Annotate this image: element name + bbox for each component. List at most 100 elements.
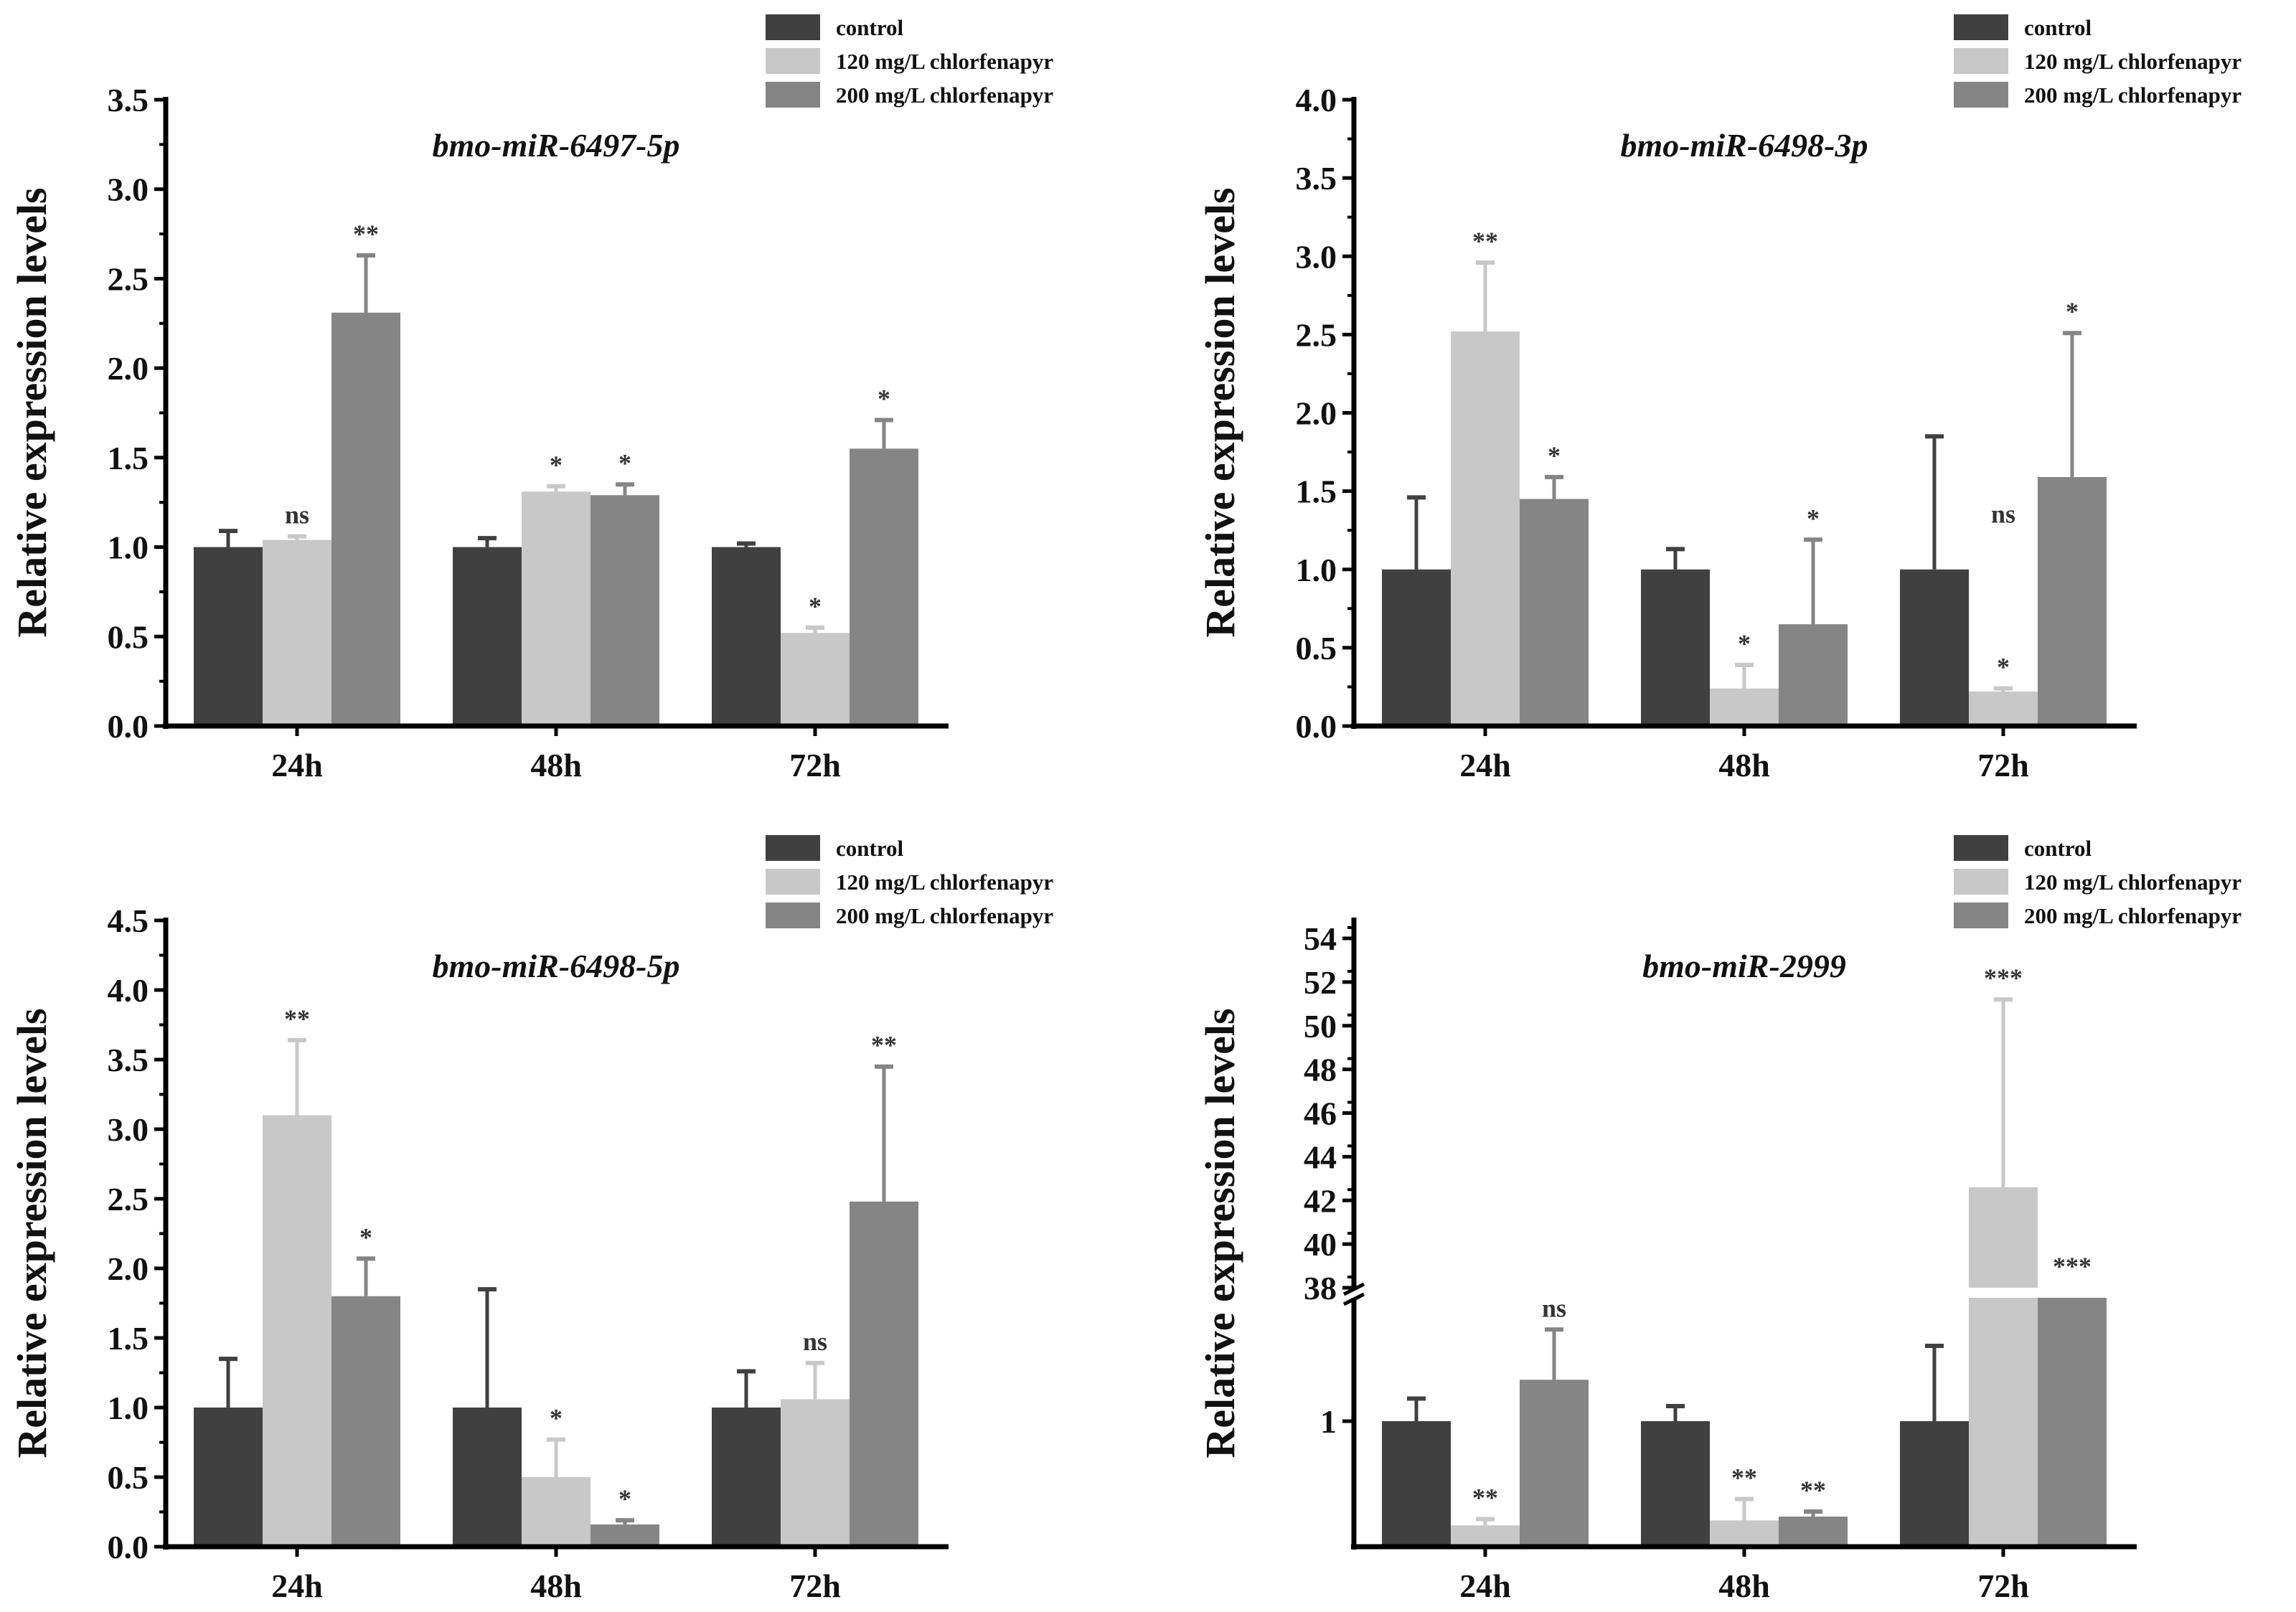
chart-title: bmo-miR-6498-5p	[433, 948, 680, 984]
legend-swatch	[766, 82, 820, 108]
bar	[194, 547, 263, 726]
bar-group	[194, 529, 263, 726]
bar	[1710, 1520, 1779, 1547]
bar	[522, 491, 591, 726]
legend-swatch	[1954, 82, 2008, 108]
legend-label: 120 mg/L chlorfenapyr	[836, 49, 1053, 74]
bar-group: *	[522, 451, 591, 726]
bar-group: *	[850, 384, 918, 726]
y-tick-label: 0.0	[108, 1529, 149, 1565]
bar	[850, 1201, 918, 1547]
bar-group: ns	[781, 1327, 850, 1547]
chart-title: bmo-miR-6498-3p	[1621, 127, 1868, 164]
y-tick-label: 1.0	[1296, 552, 1337, 588]
significance-label: *	[2066, 297, 2079, 326]
y-tick-label: 4.5	[108, 902, 149, 939]
bar-group: *	[591, 448, 659, 726]
x-tick-label: 48h	[530, 747, 582, 783]
y-tick-label: 3.0	[1296, 238, 1337, 275]
chart-title: bmo-miR-2999	[1642, 948, 1846, 984]
chart-svg: ***ns****0.00.51.01.52.02.53.03.54.04.52…	[9, 835, 1053, 1604]
bar-group	[712, 541, 781, 726]
bar-group: ***	[2038, 1252, 2107, 1547]
bar	[1641, 569, 1710, 726]
legend-swatch	[766, 869, 820, 895]
bar	[453, 547, 522, 726]
y-tick-label: 46	[1304, 1095, 1337, 1132]
bar-group	[1900, 434, 1969, 726]
bar-group	[1641, 1404, 1710, 1547]
bar-group: **	[1451, 227, 1520, 726]
axis-break-mark	[1342, 1292, 1365, 1306]
y-tick-label: 3.5	[108, 1042, 149, 1078]
bar-group: ***	[1969, 963, 2038, 1547]
significance-label: *	[359, 1222, 372, 1251]
legend-swatch	[1954, 835, 2008, 861]
legend-swatch	[766, 835, 820, 861]
bar	[781, 1399, 850, 1547]
legend-label: 200 mg/L chlorfenapyr	[2024, 903, 2241, 928]
bar	[1641, 1421, 1710, 1547]
bar-group: **	[263, 1004, 331, 1547]
significance-label: **	[353, 220, 379, 248]
bar	[1520, 1380, 1589, 1547]
y-axis-label: Relative expression levels	[1197, 187, 1243, 637]
significance-label: *	[1548, 441, 1561, 470]
significance-label: ns	[1542, 1293, 1566, 1322]
bar-group: **	[1779, 1476, 1848, 1547]
bar-group: *	[1779, 504, 1848, 726]
bar	[331, 312, 400, 726]
x-tick-label: 72h	[1977, 747, 2029, 783]
y-tick-label: 0.5	[1296, 630, 1337, 666]
bar	[194, 1408, 263, 1547]
y-tick-label: 0.0	[1296, 708, 1337, 745]
bar	[522, 1477, 591, 1547]
y-tick-label: 2.5	[108, 260, 149, 297]
bar	[453, 1408, 522, 1547]
bar	[1451, 331, 1520, 726]
bar	[1900, 569, 1969, 726]
y-tick-label: 1	[1320, 1403, 1337, 1440]
legend-label: 120 mg/L chlorfenapyr	[2024, 869, 2241, 895]
bar	[1520, 499, 1589, 726]
x-tick-label: 24h	[271, 1568, 323, 1604]
bar-group: *	[522, 1404, 591, 1547]
bar	[1969, 691, 2038, 726]
significance-label: *	[1738, 629, 1751, 658]
bar-group	[712, 1369, 781, 1547]
bar-group: *	[2038, 297, 2107, 726]
significance-label: *	[809, 592, 822, 621]
significance-label: *	[1997, 653, 2010, 682]
significance-label: *	[878, 384, 890, 413]
y-tick-label: 4.0	[108, 972, 149, 1009]
y-tick-label: 2.5	[108, 1181, 149, 1217]
legend-swatch	[1954, 48, 2008, 74]
bar	[263, 539, 331, 726]
bar-group	[453, 1287, 522, 1547]
significance-label: ns	[285, 501, 309, 529]
bar	[2038, 476, 2107, 726]
y-tick-label: 2.0	[108, 1250, 149, 1287]
significance-label: **	[871, 1031, 897, 1060]
x-tick-label: 48h	[530, 1568, 582, 1604]
bar	[1710, 688, 1779, 726]
significance-label: *	[618, 1484, 631, 1513]
bar-group	[1641, 547, 1710, 726]
bar-group: *	[1520, 441, 1589, 726]
legend-swatch	[766, 48, 820, 74]
significance-label: ns	[803, 1327, 827, 1356]
legend-swatch	[766, 902, 820, 928]
y-tick-label: 1.5	[108, 1320, 149, 1357]
y-tick-label: 44	[1304, 1139, 1337, 1175]
chart-panel-mir-6498-3p: ** * * * * * ns 0.0 0.5 1.0 1.5 2.0 2.5 3.0 3.5 4.0 24h 4…	[1188, 0, 2296, 806]
bar-group: **	[1451, 1484, 1520, 1547]
legend-label: control	[836, 15, 904, 40]
bar-group: *	[1969, 653, 2038, 726]
legend-label: 200 mg/L chlorfenapyr	[2024, 83, 2241, 108]
x-tick-label: 24h	[1459, 1568, 1511, 1604]
legend-label: 120 mg/L chlorfenapyr	[2024, 49, 2241, 74]
bar-group: **	[850, 1031, 918, 1547]
y-tick-label: 40	[1304, 1226, 1337, 1263]
